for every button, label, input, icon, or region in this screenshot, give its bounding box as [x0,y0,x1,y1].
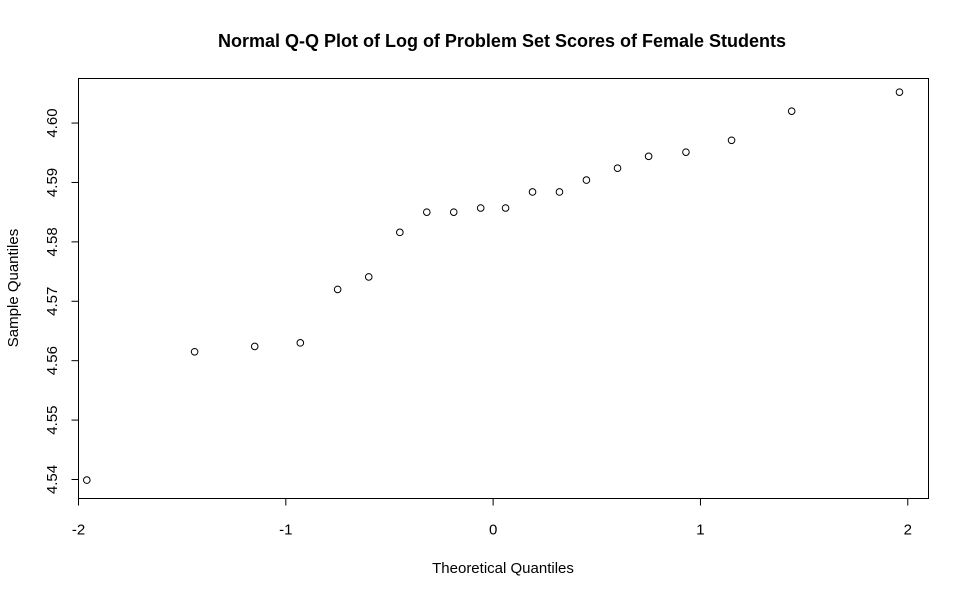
x-tick-label: -1 [279,522,292,539]
data-point [555,188,564,196]
data-point [582,176,591,184]
data-point [190,347,199,356]
x-tick-label: 1 [696,522,704,539]
y-tick-label: 4.60 [44,108,61,137]
y-tick-label: 4.54 [44,465,61,494]
y-tick-label: 4.57 [44,287,61,316]
y-tick-label: 4.56 [44,346,61,375]
data-point [396,228,404,237]
y-tick-label: 4.58 [44,227,61,256]
data-points [82,88,904,484]
data-point [682,148,690,156]
plot-frame [78,78,929,499]
data-point [528,188,537,196]
data-point [476,204,485,212]
x-axis: -2 -1 0 1 2 [72,498,912,539]
data-point [422,208,431,216]
data-point [449,208,458,216]
chart-title: Normal Q-Q Plot of Log of Problem Set Sc… [218,31,786,51]
data-point [613,164,622,173]
data-point [787,107,796,115]
y-axis-label: Sample Quantiles [5,229,22,347]
data-point [644,152,653,161]
y-tick-label: 4.55 [44,405,61,434]
data-point [501,204,510,212]
x-tick-label: -2 [72,522,85,539]
data-point [727,136,736,145]
data-point [250,342,259,351]
data-point [333,285,342,294]
data-point [895,88,904,96]
data-point [296,339,305,347]
x-tick-label: 0 [489,522,497,539]
x-tick-label: 2 [904,522,912,539]
y-axis: 4.54 4.55 4.56 4.57 4.58 4.59 4.60 [44,108,79,494]
x-axis-label: Theoretical Quantiles [432,560,574,577]
data-point [364,273,373,281]
data-point [82,476,91,484]
y-tick-label: 4.59 [44,168,61,197]
